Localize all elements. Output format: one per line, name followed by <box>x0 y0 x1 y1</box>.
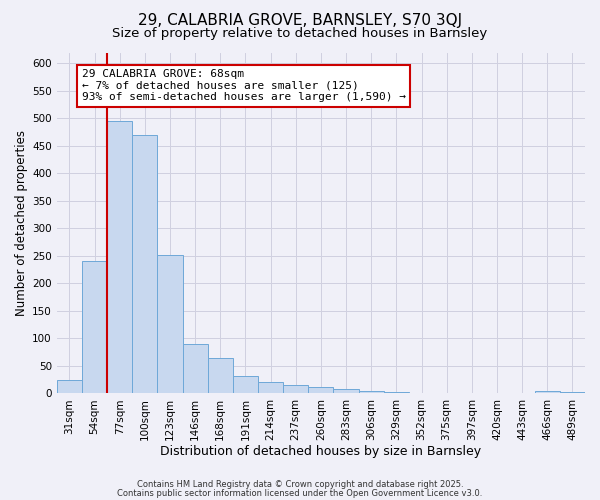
Bar <box>132 135 157 394</box>
Bar <box>434 393 459 394</box>
Bar <box>107 121 132 394</box>
X-axis label: Distribution of detached houses by size in Barnsley: Distribution of detached houses by size … <box>160 444 481 458</box>
Bar <box>560 392 585 394</box>
Bar <box>208 358 233 394</box>
Bar <box>82 262 107 394</box>
Bar <box>359 390 384 394</box>
Bar <box>308 387 334 394</box>
Bar <box>283 385 308 394</box>
Bar <box>57 380 82 394</box>
Bar <box>258 382 283 394</box>
Text: 29, CALABRIA GROVE, BARNSLEY, S70 3QJ: 29, CALABRIA GROVE, BARNSLEY, S70 3QJ <box>138 12 462 28</box>
Text: 29 CALABRIA GROVE: 68sqm
← 7% of detached houses are smaller (125)
93% of semi-d: 29 CALABRIA GROVE: 68sqm ← 7% of detache… <box>82 69 406 102</box>
Bar <box>233 376 258 394</box>
Text: Size of property relative to detached houses in Barnsley: Size of property relative to detached ho… <box>112 28 488 40</box>
Bar <box>409 393 434 394</box>
Text: Contains public sector information licensed under the Open Government Licence v3: Contains public sector information licen… <box>118 488 482 498</box>
Bar <box>182 344 208 394</box>
Bar <box>334 389 359 394</box>
Bar <box>384 392 409 394</box>
Text: Contains HM Land Registry data © Crown copyright and database right 2025.: Contains HM Land Registry data © Crown c… <box>137 480 463 489</box>
Y-axis label: Number of detached properties: Number of detached properties <box>15 130 28 316</box>
Bar <box>535 390 560 394</box>
Bar <box>157 255 182 394</box>
